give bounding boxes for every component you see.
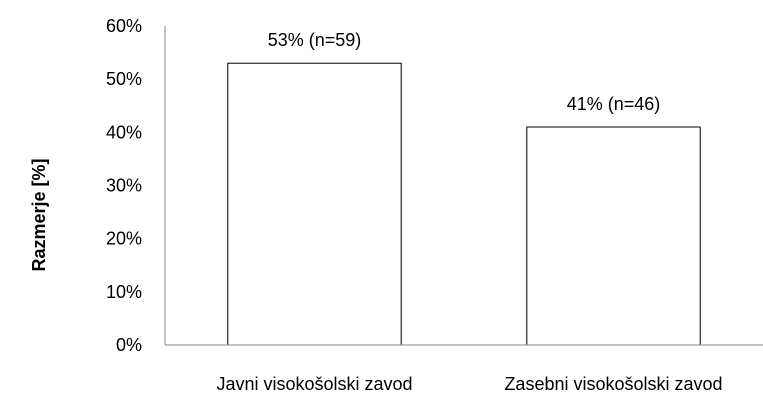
data-label: 53% (n=59)	[268, 30, 362, 50]
category-label: Javni visokošolski zavod	[216, 374, 412, 394]
y-axis-title: Razmerje [%]	[29, 158, 49, 271]
bars	[227, 62, 701, 346]
y-tick-label: 60%	[106, 16, 142, 36]
category-label: Zasebni visokošolski zavod	[504, 374, 722, 394]
y-tick-label: 0%	[116, 335, 142, 355]
y-tick-label: 50%	[106, 69, 142, 89]
bar	[227, 62, 402, 346]
y-tick-label: 10%	[106, 282, 142, 302]
category-labels: Javni visokošolski zavod Zasebni visokošo…	[216, 374, 722, 394]
bar	[526, 126, 701, 346]
data-labels: 53% (n=59) 41% (n=46)	[268, 30, 661, 114]
y-tick-label: 20%	[106, 229, 142, 249]
data-label: 41% (n=46)	[567, 94, 661, 114]
y-tick-label: 30%	[106, 176, 142, 196]
y-tick-label: 40%	[106, 122, 142, 142]
y-tick-labels: 0% 10% 20% 30% 40% 50% 60%	[106, 16, 142, 355]
